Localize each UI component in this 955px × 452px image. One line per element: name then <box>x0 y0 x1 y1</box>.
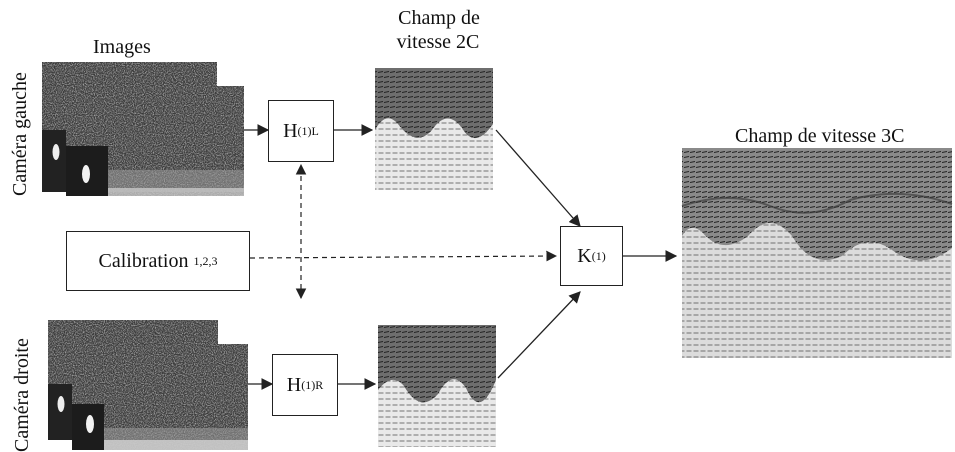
k-box: K (1) <box>560 226 623 286</box>
h-left-sup: (1) <box>297 123 312 138</box>
h-left-sub: L <box>311 123 319 138</box>
velocity-field-3c <box>681 148 953 358</box>
dashed-arrow-calibration-to-k <box>249 250 558 262</box>
calibration-box: Calibration 1,2,3 <box>66 231 250 291</box>
k-sup: (1) <box>591 248 606 263</box>
h-left-box: H (1) L <box>268 100 334 162</box>
camera-right-label: Caméra droite <box>11 338 33 452</box>
camera-left-label: Caméra gauche <box>9 72 31 196</box>
calibration-sub: 1,2,3 <box>193 253 218 268</box>
h-right-sub: R <box>315 377 324 392</box>
left-camera-images <box>42 62 244 196</box>
field-2c-label-line1: Champ de <box>398 7 480 29</box>
h-right-box: H (1) R <box>272 354 338 416</box>
field-2c-label-line2: vitesse 2C <box>396 31 480 53</box>
velocity-field-2c-right <box>378 325 496 447</box>
arrow-field-left-to-k <box>495 129 581 227</box>
field-3c-label: Champ de vitesse 3C <box>735 125 905 147</box>
calibration-base: Calibration <box>98 249 189 272</box>
images-label: Images <box>93 36 151 58</box>
h-left-base: H <box>283 119 298 142</box>
arrow-field-right-to-k <box>497 291 581 379</box>
h-right-base: H <box>286 373 302 396</box>
k-base: K <box>577 244 592 267</box>
h-right-sup: (1) <box>301 377 316 392</box>
velocity-field-2c-left <box>375 68 493 190</box>
right-camera-images <box>48 320 248 450</box>
